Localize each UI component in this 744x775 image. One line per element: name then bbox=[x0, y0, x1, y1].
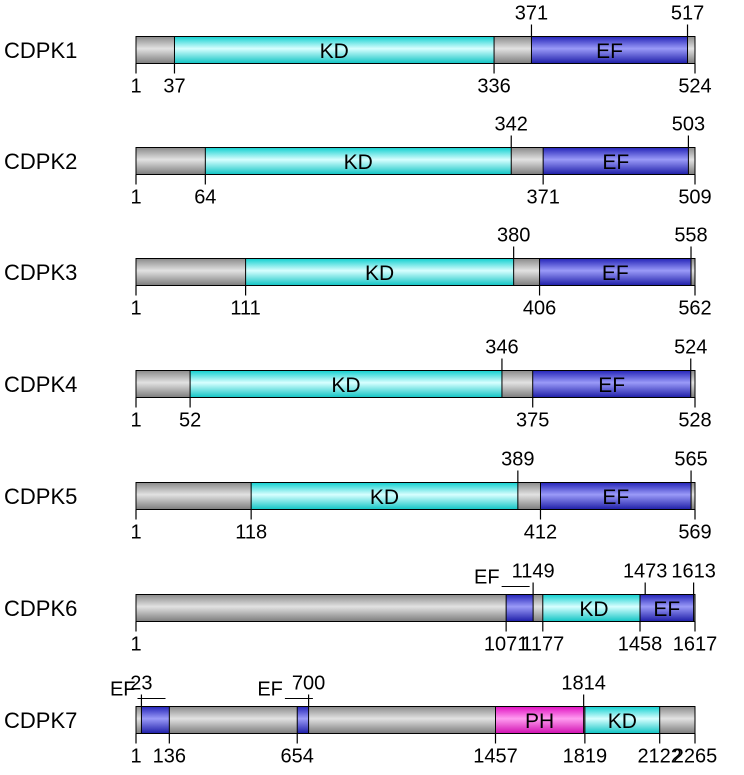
position-label: 412 bbox=[524, 522, 557, 544]
domain-kd bbox=[173, 36, 495, 64]
position-label: 136 bbox=[153, 746, 186, 768]
position-label: 524 bbox=[678, 76, 711, 98]
domain-ph bbox=[494, 706, 585, 734]
position-label: 118 bbox=[235, 522, 267, 544]
position-label: 1 bbox=[130, 746, 141, 768]
position-label: 569 bbox=[678, 522, 711, 544]
domain-label: EF bbox=[602, 151, 629, 174]
protein-name: CDPK1 bbox=[4, 38, 77, 63]
position-label: 1 bbox=[130, 410, 141, 432]
domain-ef bbox=[140, 706, 170, 734]
domain-ef bbox=[505, 594, 534, 622]
domain-ef bbox=[530, 36, 689, 64]
callout-label: EF bbox=[110, 679, 136, 701]
domain-kd bbox=[204, 147, 512, 175]
domain-ef bbox=[532, 370, 692, 398]
position-label: 406 bbox=[523, 298, 556, 320]
position-label: 375 bbox=[516, 410, 549, 432]
domain-label: EF bbox=[602, 262, 629, 285]
domain-ef bbox=[296, 706, 310, 734]
position-label: 111 bbox=[230, 298, 260, 320]
position-label: 1613 bbox=[671, 561, 716, 583]
position-label: 1 bbox=[130, 76, 141, 98]
domain-ef bbox=[542, 147, 689, 175]
position-label: 336 bbox=[477, 76, 510, 98]
position-label: 1 bbox=[130, 522, 141, 544]
position-label: 64 bbox=[194, 187, 216, 209]
position-label: 37 bbox=[163, 76, 185, 98]
protein-name: CDPK4 bbox=[4, 372, 77, 397]
protein-row-cdpk1: CDPK1 KD EF 1 37 336 524 371 517 bbox=[4, 3, 712, 98]
position-label: 342 bbox=[495, 114, 528, 136]
domain-ef bbox=[539, 258, 692, 286]
position-label: 1071 bbox=[484, 634, 529, 656]
position-label: 2122 bbox=[637, 746, 682, 768]
callout-label: EF bbox=[257, 679, 283, 701]
position-label: 528 bbox=[678, 410, 711, 432]
domain-label: EF bbox=[598, 374, 625, 397]
position-label: 1617 bbox=[673, 634, 718, 656]
domain-label: KD bbox=[370, 486, 399, 509]
position-label: 346 bbox=[485, 337, 518, 359]
position-label: 2265 bbox=[673, 746, 718, 768]
position-label: 1149 bbox=[512, 561, 555, 583]
position-label: 1473 bbox=[623, 561, 668, 583]
position-label: 23 bbox=[130, 673, 152, 695]
protein-row-cdpk4: CDPK4 KD EF 1 52 375 528 346 524 bbox=[4, 337, 712, 432]
position-label: 380 bbox=[497, 225, 530, 247]
position-label: 1177 bbox=[521, 634, 564, 656]
position-label: 562 bbox=[678, 298, 711, 320]
position-label: 1457 bbox=[473, 746, 518, 768]
domain-label: KD bbox=[331, 374, 360, 397]
position-label: 1819 bbox=[563, 746, 608, 768]
position-label: 52 bbox=[179, 410, 201, 432]
position-label: 371 bbox=[526, 187, 559, 209]
position-label: 509 bbox=[678, 187, 711, 209]
domain-kd bbox=[245, 258, 515, 286]
callout-label: EF bbox=[474, 567, 500, 589]
domain-kd bbox=[189, 370, 503, 398]
protein-name: CDPK3 bbox=[4, 260, 77, 285]
position-label: 558 bbox=[674, 225, 707, 247]
domain-label: EF bbox=[602, 486, 629, 509]
protein-name: CDPK5 bbox=[4, 484, 77, 509]
protein-name: CDPK7 bbox=[4, 708, 77, 733]
position-label: 654 bbox=[281, 746, 314, 768]
position-label: 517 bbox=[671, 3, 704, 25]
domain-ef bbox=[639, 594, 695, 622]
domain-label: EF bbox=[596, 40, 623, 63]
domain-label: KD bbox=[365, 262, 394, 285]
protein-row-cdpk5: CDPK5 KD EF 1 118 412 569 389 565 bbox=[4, 449, 712, 544]
domain-kd bbox=[250, 482, 519, 510]
position-label: 1 bbox=[130, 187, 141, 209]
domain-label: EF bbox=[653, 598, 680, 621]
position-label: 371 bbox=[515, 3, 548, 25]
position-label: 503 bbox=[672, 114, 705, 136]
position-label: 1 bbox=[130, 634, 141, 656]
domain-label: KD bbox=[320, 40, 349, 63]
position-label: 524 bbox=[674, 337, 707, 359]
domain-label: PH bbox=[525, 710, 554, 733]
protein-name: CDPK2 bbox=[4, 149, 77, 174]
protein-name: CDPK6 bbox=[4, 596, 77, 621]
position-label: 389 bbox=[501, 449, 534, 471]
domain-label: KD bbox=[608, 710, 637, 733]
domain-kd bbox=[584, 706, 661, 734]
protein-row-cdpk2: CDPK2 KD EF 1 64 371 509 342 503 bbox=[4, 114, 712, 209]
position-label: 565 bbox=[674, 449, 707, 471]
position-label: 1 bbox=[130, 298, 141, 320]
position-label: 1458 bbox=[618, 634, 663, 656]
domain-ef bbox=[539, 482, 692, 510]
position-label: 1814 bbox=[561, 673, 606, 695]
domain-label: KD bbox=[344, 151, 373, 174]
domain-label: KD bbox=[579, 598, 608, 621]
position-label: 700 bbox=[292, 673, 325, 695]
